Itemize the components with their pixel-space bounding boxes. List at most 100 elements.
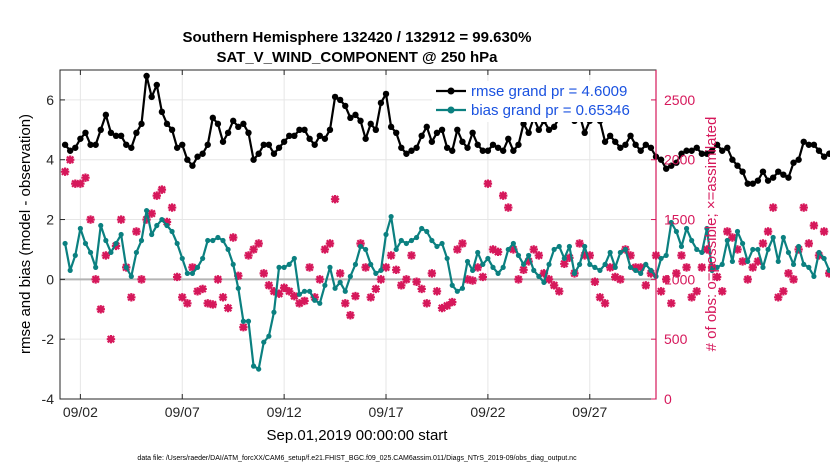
obs-count-marker xyxy=(167,203,177,212)
rmse-point xyxy=(637,147,644,154)
bias-point xyxy=(383,231,389,238)
obs-count-marker xyxy=(366,293,375,302)
bias-point xyxy=(546,261,552,268)
bias-point xyxy=(194,264,201,270)
obs-count-marker xyxy=(453,245,462,254)
rmse-point xyxy=(622,141,629,148)
bias-point xyxy=(393,246,399,253)
rmse-point xyxy=(387,123,395,131)
bias-point xyxy=(439,240,445,247)
bias-point xyxy=(780,234,786,241)
rmse-point xyxy=(535,126,543,134)
bias-point xyxy=(470,267,476,273)
bias-point xyxy=(388,213,394,220)
obs-count-marker xyxy=(590,277,600,286)
rmse-point xyxy=(260,141,267,148)
obs-count-marker xyxy=(605,263,615,272)
obs-count-marker xyxy=(611,272,620,282)
obs-count-marker xyxy=(656,287,666,296)
obs-count-marker xyxy=(320,245,330,254)
rmse-point xyxy=(117,132,125,139)
rmse-point xyxy=(729,156,736,163)
obs-count-marker xyxy=(753,257,763,266)
obs-count-marker xyxy=(799,203,808,212)
bias-point xyxy=(760,264,766,270)
obs-count-marker xyxy=(687,293,696,302)
rmse-point xyxy=(820,153,828,160)
obs-count-marker xyxy=(565,253,574,263)
bias-point xyxy=(602,261,608,268)
obs-count-marker xyxy=(285,287,294,296)
rmse-point xyxy=(189,162,196,169)
obs-count-marker xyxy=(152,191,161,200)
bias-point xyxy=(133,249,140,256)
bias-point xyxy=(373,270,379,276)
obs-count-marker xyxy=(295,299,304,308)
obs-count-marker xyxy=(422,299,431,308)
rmse-point xyxy=(393,129,400,137)
obs-count-marker xyxy=(346,311,355,320)
x-tick-label: 09/27 xyxy=(572,404,607,420)
rmse-point xyxy=(265,141,273,148)
obs-count-marker xyxy=(188,263,197,272)
obs-count-marker xyxy=(142,215,151,224)
obs-count-marker xyxy=(147,209,156,218)
obs-count-marker xyxy=(824,269,830,278)
x-tick-label: 09/17 xyxy=(368,404,403,420)
obs-count-marker xyxy=(269,287,279,296)
bias-point xyxy=(250,363,257,369)
rmse-point xyxy=(367,120,374,128)
legend: rmse grand pr = 4.6009 bias grand pr = 0… xyxy=(432,81,651,122)
bias-point xyxy=(587,261,593,268)
obs-count-marker xyxy=(677,251,686,260)
bias-point xyxy=(296,291,303,297)
bias-point xyxy=(368,261,374,268)
rmse-point xyxy=(759,168,767,175)
bias-point xyxy=(622,246,629,253)
rmse-point xyxy=(749,180,756,187)
rmse-point xyxy=(708,147,716,154)
rmse-point xyxy=(515,141,522,148)
rmse-point xyxy=(107,129,115,137)
obs-count-marker xyxy=(274,289,284,298)
bias-point xyxy=(510,240,516,247)
bias-point xyxy=(750,246,756,253)
bias-point xyxy=(633,267,639,273)
bias-point xyxy=(220,237,226,244)
obs-count-marker xyxy=(203,299,212,308)
rmse-point xyxy=(291,132,298,139)
obs-count-marker xyxy=(264,281,274,290)
bias-point xyxy=(179,255,185,262)
obs-count-marker xyxy=(442,301,452,310)
obs-count-marker xyxy=(437,303,447,313)
bias-point xyxy=(729,258,736,265)
rmse-point xyxy=(286,132,293,139)
bias-point xyxy=(719,261,725,268)
bias-point xyxy=(128,273,134,279)
bias-point xyxy=(424,228,430,235)
bias-point xyxy=(576,261,583,268)
bias-point xyxy=(261,339,267,345)
bias-point xyxy=(301,288,308,294)
y-tick-label-right: 500 xyxy=(664,331,688,347)
bias-point xyxy=(683,225,690,232)
rmse-point xyxy=(785,174,792,181)
rmse-point xyxy=(270,150,278,157)
obs-count-marker xyxy=(774,293,783,302)
bias-point xyxy=(454,288,460,294)
rmse-point xyxy=(72,144,79,151)
rmse-point xyxy=(204,141,211,148)
obs-count-marker xyxy=(157,185,167,194)
obs-count-marker xyxy=(162,217,172,227)
bias-point xyxy=(770,234,776,241)
obs-count-marker xyxy=(335,269,345,278)
bias-point xyxy=(67,267,73,273)
obs-count-marker xyxy=(493,247,503,257)
bias-point xyxy=(658,255,664,262)
bias-point xyxy=(240,318,246,324)
bias-point xyxy=(256,366,262,372)
bias-point xyxy=(159,216,165,223)
bias-point xyxy=(118,231,124,238)
bias-point xyxy=(113,240,119,247)
rmse-point xyxy=(148,93,155,101)
